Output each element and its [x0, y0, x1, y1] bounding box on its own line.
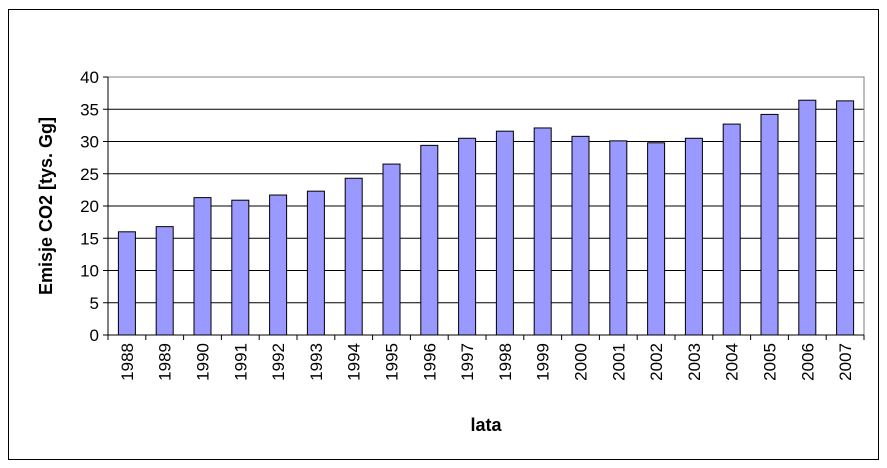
y-tick-label: 0	[90, 326, 99, 345]
x-tick-label: 1998	[496, 343, 515, 381]
bar-1996	[420, 144, 439, 336]
x-tick-label: 1993	[307, 343, 326, 381]
gridlines	[108, 76, 864, 304]
x-tick-label: 1988	[118, 343, 137, 381]
y-tick-label: 25	[80, 165, 99, 184]
bar-1990	[193, 197, 212, 336]
x-tick-label: 2006	[798, 343, 817, 381]
x-axis-title: lata	[470, 415, 502, 435]
bar-1991	[231, 199, 250, 336]
x-tick-label: 1999	[534, 343, 553, 381]
bar-2007	[836, 100, 855, 336]
x-tick-label: 1989	[156, 343, 175, 381]
bar-1993	[306, 190, 325, 336]
y-tick-label: 15	[80, 229, 99, 248]
y-tick-label: 40	[80, 68, 99, 87]
x-tick-label: 2002	[647, 343, 666, 381]
x-tick-label: 2003	[685, 343, 704, 381]
x-tick-label: 2004	[723, 343, 742, 381]
x-tick-label: 1996	[420, 343, 439, 381]
y-tick-label: 5	[90, 294, 99, 313]
bar-1999	[533, 127, 552, 336]
x-tick-label: 1995	[383, 343, 402, 381]
x-tick-label: 2000	[572, 343, 591, 381]
bar-1995	[382, 163, 401, 336]
x-tick-labels: 1988 1989 1990 1991 1992 1993 1994 1995 1996 1997…	[118, 343, 855, 381]
x-tick-label: 2007	[836, 343, 855, 381]
x-tick-label: 1991	[231, 343, 250, 381]
bar-2001	[609, 140, 628, 336]
bar-2006	[798, 99, 817, 336]
bar-2002	[647, 142, 666, 336]
bar-2005	[760, 113, 779, 336]
x-tick-label: 1994	[345, 343, 364, 381]
x-tick-label: 1990	[194, 343, 213, 381]
bar-1989	[155, 226, 174, 336]
bar-1994	[344, 177, 363, 336]
y-tick-label: 35	[80, 100, 99, 119]
bar-2003	[684, 137, 703, 336]
y-tick-label: 10	[80, 262, 99, 281]
y-axis-title: Emisje CO2 [tys. Gg]	[36, 117, 56, 295]
bar-1988	[117, 231, 136, 336]
x-tick-label: 2001	[609, 343, 628, 381]
bar-1998	[495, 130, 514, 336]
bar-1992	[269, 194, 288, 336]
bar-1997	[458, 137, 477, 336]
bar-2004	[722, 123, 741, 336]
y-tick-label: 30	[80, 133, 99, 152]
x-tick-label: 2005	[761, 343, 780, 381]
y-tick-label: 20	[80, 197, 99, 216]
bar-2000	[571, 135, 590, 336]
x-tick-label: 1992	[269, 343, 288, 381]
bars	[117, 99, 855, 336]
axes	[103, 76, 865, 340]
y-tick-labels: 0 5 10 15 20 25 30 35 40	[80, 68, 99, 345]
x-tick-label: 1997	[458, 343, 477, 381]
